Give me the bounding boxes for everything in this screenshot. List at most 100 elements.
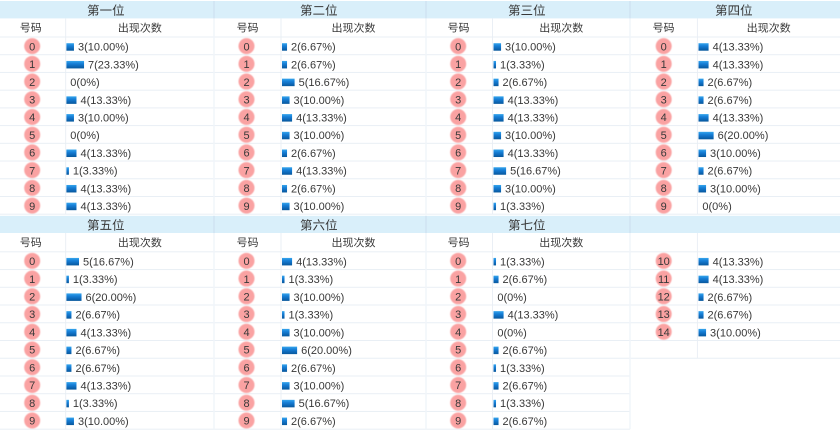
svg-text:0(0%): 0(0%) [70, 130, 99, 142]
svg-text:2(6.67%): 2(6.67%) [503, 274, 548, 286]
svg-text:2(6.67%): 2(6.67%) [291, 42, 336, 54]
svg-text:2: 2 [243, 292, 249, 304]
svg-text:3: 3 [29, 309, 35, 321]
svg-text:4(13.33%): 4(13.33%) [296, 256, 347, 268]
svg-text:4(13.33%): 4(13.33%) [80, 201, 131, 213]
svg-text:7: 7 [455, 380, 461, 392]
svg-text:0(0%): 0(0%) [497, 327, 526, 339]
svg-text:6: 6 [661, 148, 667, 160]
svg-text:4(13.33%): 4(13.33%) [80, 95, 131, 107]
svg-text:1(3.33%): 1(3.33%) [73, 398, 118, 410]
svg-text:4(13.33%): 4(13.33%) [508, 148, 559, 160]
svg-text:0(0%): 0(0%) [702, 201, 731, 213]
svg-text:2(6.67%): 2(6.67%) [708, 310, 753, 322]
svg-text:12: 12 [658, 292, 670, 304]
svg-text:9: 9 [29, 416, 35, 428]
svg-text:2(6.67%): 2(6.67%) [503, 381, 548, 393]
svg-text:4(13.33%): 4(13.33%) [713, 112, 764, 124]
svg-text:2: 2 [455, 77, 461, 89]
svg-text:2: 2 [455, 292, 461, 304]
svg-text:3(10.00%): 3(10.00%) [78, 416, 129, 428]
svg-text:6: 6 [243, 362, 249, 374]
svg-text:4(13.33%): 4(13.33%) [80, 148, 131, 160]
svg-text:4(13.33%): 4(13.33%) [508, 95, 559, 107]
svg-text:5(16.67%): 5(16.67%) [299, 77, 350, 89]
svg-text:6: 6 [29, 362, 35, 374]
svg-text:6(20.00%): 6(20.00%) [86, 292, 137, 304]
svg-text:7: 7 [29, 165, 35, 177]
svg-text:1(3.33%): 1(3.33%) [500, 256, 545, 268]
svg-text:3(10.00%): 3(10.00%) [294, 130, 345, 142]
svg-text:1: 1 [29, 274, 35, 286]
svg-text:1: 1 [455, 274, 461, 286]
svg-text:3(10.00%): 3(10.00%) [294, 327, 345, 339]
svg-text:4: 4 [243, 327, 249, 339]
svg-text:11: 11 [658, 274, 669, 286]
svg-text:13: 13 [658, 309, 670, 321]
svg-text:3(10.00%): 3(10.00%) [710, 183, 761, 195]
svg-text:9: 9 [455, 416, 461, 428]
svg-text:3: 3 [661, 94, 667, 106]
svg-text:3(10.00%): 3(10.00%) [78, 112, 129, 124]
svg-text:6: 6 [455, 362, 461, 374]
svg-text:3: 3 [29, 94, 35, 106]
svg-text:3(10.00%): 3(10.00%) [294, 201, 345, 213]
svg-text:1(3.33%): 1(3.33%) [73, 166, 118, 178]
svg-text:6: 6 [455, 148, 461, 160]
svg-text:2(6.67%): 2(6.67%) [291, 183, 336, 195]
svg-text:2(6.67%): 2(6.67%) [708, 166, 753, 178]
svg-text:4(13.33%): 4(13.33%) [80, 327, 131, 339]
svg-text:2: 2 [29, 292, 35, 304]
svg-text:1: 1 [29, 59, 35, 71]
svg-text:8: 8 [29, 183, 35, 195]
svg-text:4: 4 [455, 112, 461, 124]
svg-text:4: 4 [455, 327, 461, 339]
svg-text:0: 0 [455, 256, 461, 268]
svg-text:4(13.33%): 4(13.33%) [508, 112, 559, 124]
svg-text:8: 8 [661, 183, 667, 195]
svg-text:8: 8 [29, 398, 35, 410]
svg-text:4(13.33%): 4(13.33%) [296, 166, 347, 178]
svg-text:3: 3 [243, 94, 249, 106]
svg-text:6(20.00%): 6(20.00%) [301, 345, 352, 357]
svg-text:2(6.67%): 2(6.67%) [291, 59, 336, 71]
svg-text:2(6.67%): 2(6.67%) [503, 345, 548, 357]
svg-text:0(0%): 0(0%) [70, 77, 99, 89]
svg-text:6: 6 [29, 148, 35, 160]
svg-text:0: 0 [29, 256, 35, 268]
svg-text:9: 9 [455, 201, 461, 213]
svg-text:4(13.33%): 4(13.33%) [80, 381, 131, 393]
svg-text:7: 7 [243, 165, 249, 177]
svg-text:1(3.33%): 1(3.33%) [500, 59, 545, 71]
svg-text:5: 5 [29, 345, 35, 357]
svg-text:2(6.67%): 2(6.67%) [708, 77, 753, 89]
svg-text:3(10.00%): 3(10.00%) [505, 42, 556, 54]
svg-text:2(6.67%): 2(6.67%) [291, 148, 336, 160]
svg-text:2(6.67%): 2(6.67%) [503, 77, 548, 89]
svg-text:1(3.33%): 1(3.33%) [500, 201, 545, 213]
svg-text:2: 2 [661, 77, 667, 89]
svg-text:3(10.00%): 3(10.00%) [710, 148, 761, 160]
svg-text:2: 2 [29, 77, 35, 89]
svg-text:5(16.67%): 5(16.67%) [510, 166, 561, 178]
svg-text:7: 7 [29, 380, 35, 392]
svg-text:1: 1 [243, 274, 249, 286]
svg-text:1(3.33%): 1(3.33%) [289, 274, 334, 286]
svg-text:8: 8 [455, 398, 461, 410]
svg-text:3(10.00%): 3(10.00%) [294, 95, 345, 107]
svg-text:5: 5 [455, 130, 461, 142]
svg-text:4: 4 [29, 327, 35, 339]
svg-text:10: 10 [658, 256, 670, 268]
svg-text:6: 6 [243, 148, 249, 160]
svg-text:1: 1 [243, 59, 249, 71]
svg-text:7: 7 [243, 380, 249, 392]
svg-text:1(3.33%): 1(3.33%) [500, 363, 545, 375]
svg-text:2(6.67%): 2(6.67%) [291, 416, 336, 428]
svg-text:3: 3 [455, 94, 461, 106]
svg-text:4(13.33%): 4(13.33%) [80, 183, 131, 195]
svg-text:2(6.67%): 2(6.67%) [75, 345, 120, 357]
svg-text:2(6.67%): 2(6.67%) [503, 416, 548, 428]
svg-text:5: 5 [243, 345, 249, 357]
svg-text:7: 7 [661, 165, 667, 177]
svg-text:4(13.33%): 4(13.33%) [713, 42, 764, 54]
